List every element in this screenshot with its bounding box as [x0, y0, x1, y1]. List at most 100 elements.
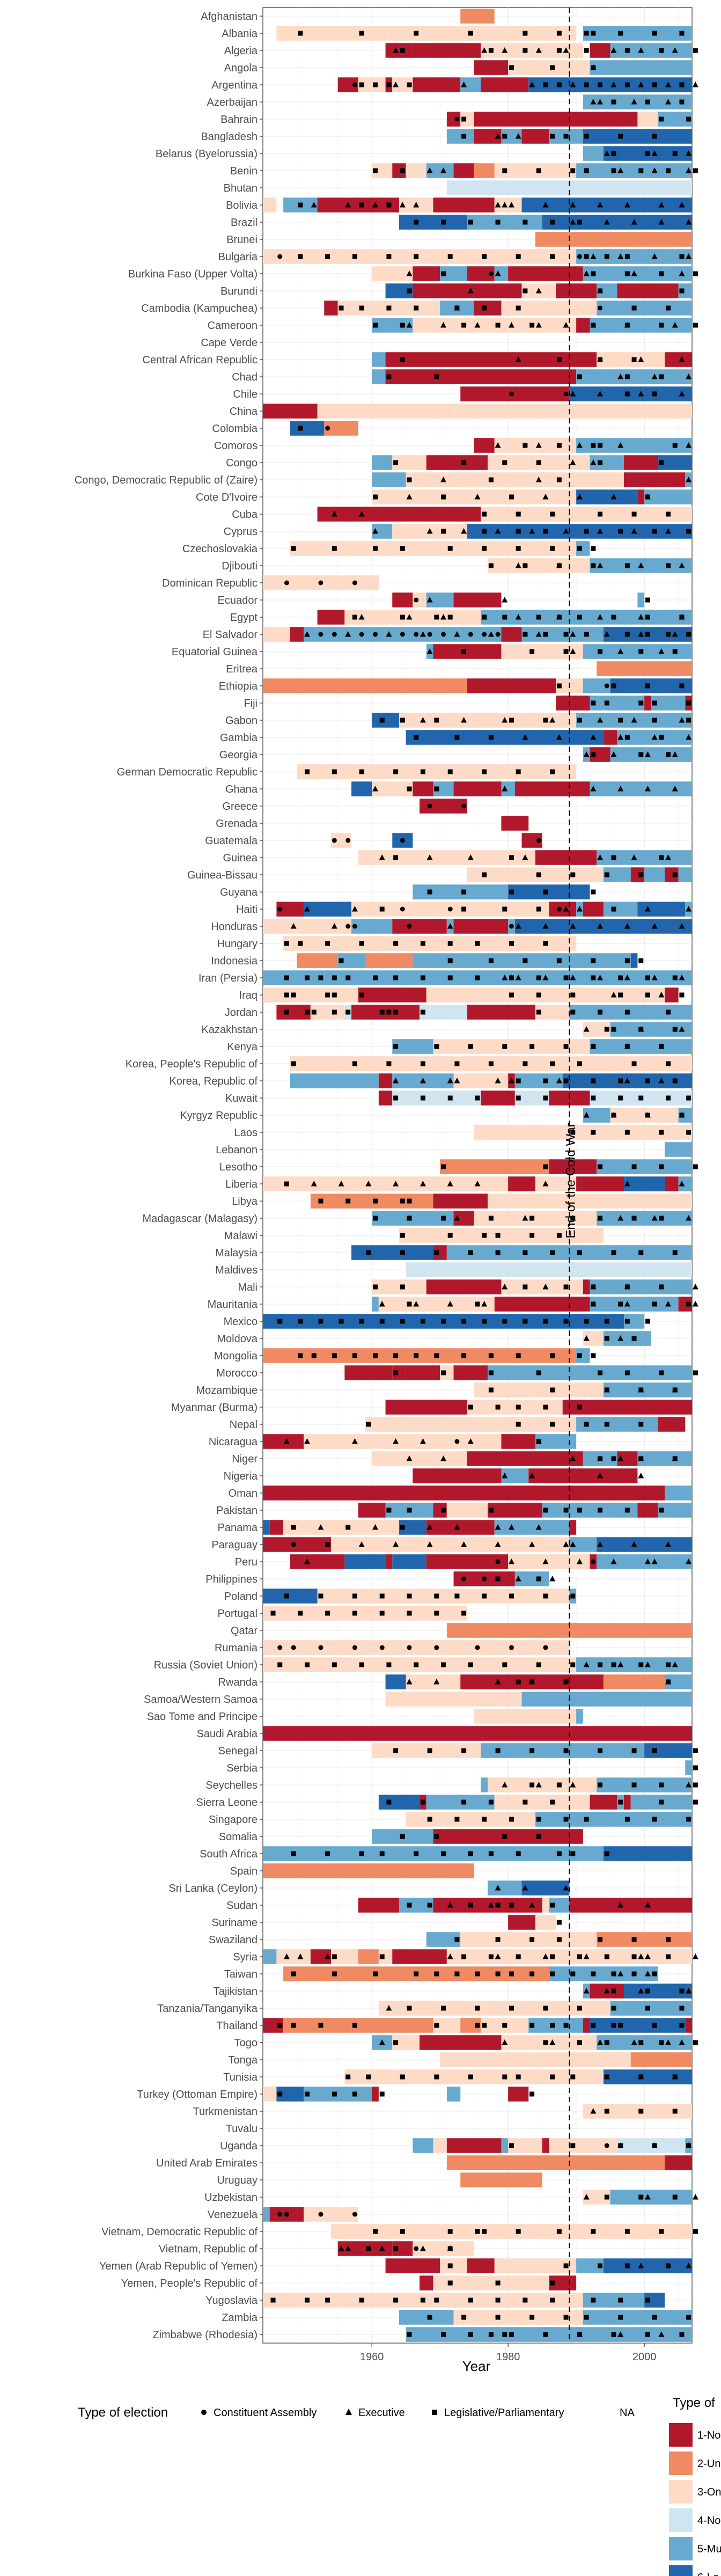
election-marker-legislative [645, 1078, 650, 1084]
election-marker-legislative [277, 1319, 283, 1324]
election-marker-executive [535, 288, 542, 294]
country-label: Togo [234, 2037, 258, 2049]
election-marker-legislative [604, 1954, 609, 1959]
election-marker-legislative [325, 2297, 330, 2303]
election-marker-legislative [563, 649, 569, 654]
regime-segment [467, 867, 535, 882]
election-marker-legislative [366, 2074, 371, 2080]
election-marker-legislative [434, 1250, 439, 1255]
election-marker-executive [325, 1953, 331, 1959]
election-marker-executive [447, 1078, 453, 1084]
election-marker-legislative [386, 1799, 392, 1805]
election-marker-legislative [482, 769, 487, 774]
election-marker-legislative [373, 1971, 378, 1977]
regime-segment [440, 301, 454, 316]
election-marker-executive [542, 1181, 549, 1187]
regime-segment [290, 1073, 379, 1088]
election-marker-legislative [468, 2074, 473, 2080]
election-marker-executive [638, 2263, 644, 2268]
regime-segment [304, 2207, 358, 2222]
election-marker-executive [351, 1438, 358, 1444]
election-marker-legislative [556, 563, 562, 568]
election-marker-legislative [488, 563, 494, 568]
regime-segment [310, 1194, 433, 1209]
election-marker-legislative [393, 1353, 399, 1358]
election-marker-legislative [434, 2023, 439, 2028]
country-label: Albania [222, 28, 258, 40]
regime-segment [324, 970, 502, 985]
election-marker-executive [679, 270, 685, 276]
election-marker-constituent [400, 838, 405, 843]
election-marker-legislative [536, 1662, 541, 1667]
country-label: Tajikistan [214, 1986, 258, 1997]
election-marker-legislative [652, 82, 657, 87]
election-marker-legislative [529, 2315, 535, 2320]
election-marker-legislative [659, 1507, 664, 1513]
regime-segment [263, 197, 277, 213]
election-marker-executive [570, 391, 576, 397]
election-marker-executive [631, 1541, 637, 1547]
country-label: Eritrea [226, 663, 258, 675]
election-marker-executive [651, 150, 658, 156]
election-marker-legislative [618, 1078, 623, 1084]
election-marker-legislative [659, 2040, 664, 2045]
election-marker-legislative [550, 1353, 555, 1358]
regime-segment [644, 696, 651, 711]
regime-segment [351, 1005, 420, 1020]
election-marker-legislative [611, 683, 616, 689]
election-marker-legislative [509, 1971, 514, 1977]
regime-segment [576, 1709, 583, 1724]
election-marker-legislative [556, 958, 562, 963]
election-marker-legislative [563, 134, 569, 139]
election-marker-legislative [495, 1250, 501, 1255]
election-marker-executive [638, 631, 644, 637]
election-marker-executive [583, 2194, 590, 2200]
election-marker-executive [413, 202, 420, 208]
country-label: Czechoslovakia [182, 543, 258, 555]
regime-segment [603, 2258, 692, 2273]
election-marker-executive [345, 2245, 351, 2251]
election-marker-legislative [298, 941, 303, 946]
regime-segment [392, 1039, 433, 1054]
regime-segment [440, 2258, 467, 2273]
regime-segment [549, 1159, 597, 1174]
election-marker-executive [583, 1662, 590, 1667]
election-marker-legislative [577, 2006, 582, 2011]
election-marker-executive [665, 1541, 672, 1547]
election-marker-constituent [495, 1559, 501, 1564]
election-marker-legislative [598, 1456, 603, 1461]
election-marker-legislative [468, 31, 473, 36]
election-marker-legislative [379, 2091, 385, 2097]
election-marker-legislative [332, 2091, 337, 2097]
regime-segment [263, 249, 577, 264]
regime-segment [426, 1279, 502, 1294]
election-marker-legislative [475, 1971, 480, 1977]
election-marker-legislative [638, 700, 644, 706]
election-marker-constituent [284, 2212, 289, 2217]
legend-regime-label: 6-Le [697, 2572, 719, 2576]
election-marker-legislative [666, 1937, 671, 1942]
election-marker-executive [502, 1473, 508, 1479]
election-marker-legislative [393, 2246, 399, 2251]
country-label: Rwanda [218, 1677, 258, 1688]
country-label: Rumania [215, 1642, 258, 1654]
election-marker-legislative [420, 1061, 425, 1066]
country-label: Suriname [211, 1917, 258, 1929]
regime-segment [583, 266, 692, 281]
election-marker-legislative [325, 254, 330, 259]
election-marker-executive [467, 1438, 474, 1444]
regime-segment [535, 1812, 692, 1827]
election-marker-executive [515, 614, 521, 620]
election-marker-legislative [345, 1009, 351, 1015]
election-marker-executive [495, 202, 501, 208]
election-marker-legislative [659, 1164, 664, 1169]
regime-segment [378, 1795, 420, 1810]
regime-segment [508, 2087, 529, 2102]
regime-segment [665, 1485, 692, 1501]
election-marker-executive [535, 322, 542, 328]
election-marker-legislative [624, 1370, 630, 1375]
election-marker-legislative [482, 511, 487, 517]
election-marker-constituent [414, 2246, 419, 2251]
regime-segment [549, 1966, 658, 1981]
regime-segment [481, 1777, 488, 1792]
